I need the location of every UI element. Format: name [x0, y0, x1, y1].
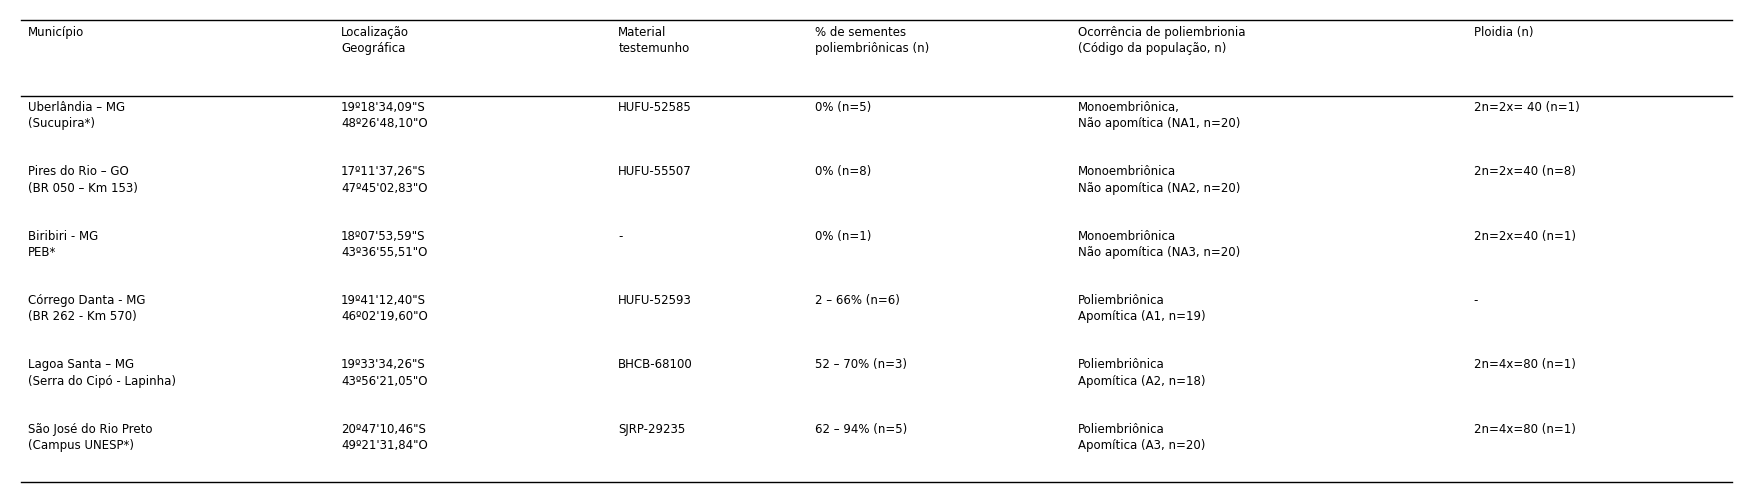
Text: 2n=2x= 40 (n=1): 2n=2x= 40 (n=1) [1474, 101, 1580, 114]
Text: Monoembriônica
Não apomítica (NA3, n=20): Monoembriônica Não apomítica (NA3, n=20) [1078, 230, 1240, 259]
Text: Uberlândia – MG
(Sucupira*): Uberlândia – MG (Sucupira*) [28, 101, 126, 130]
Text: Material
testemunho: Material testemunho [617, 26, 689, 55]
Text: São José do Rio Preto
(Campus UNESP*): São José do Rio Preto (Campus UNESP*) [28, 423, 152, 452]
Text: 2n=4x=80 (n=1): 2n=4x=80 (n=1) [1474, 423, 1575, 436]
Text: 2 – 66% (n=6): 2 – 66% (n=6) [814, 294, 900, 307]
Text: Município: Município [28, 26, 84, 38]
Text: Biribiri - MG
PEB*: Biribiri - MG PEB* [28, 230, 98, 259]
Text: 19º41'12,40"S
46º02'19,60"O: 19º41'12,40"S 46º02'19,60"O [342, 294, 427, 323]
Text: 0% (n=5): 0% (n=5) [814, 101, 872, 114]
Text: Ploidia (n): Ploidia (n) [1474, 26, 1533, 38]
Text: 0% (n=8): 0% (n=8) [814, 165, 872, 178]
Text: SJRP-29235: SJRP-29235 [617, 423, 685, 436]
Text: -: - [1474, 294, 1477, 307]
Text: Localização
Geográfica: Localização Geográfica [342, 26, 410, 55]
Text: -: - [617, 230, 623, 243]
Text: 52 – 70% (n=3): 52 – 70% (n=3) [814, 358, 907, 371]
Text: 2n=2x=40 (n=8): 2n=2x=40 (n=8) [1474, 165, 1575, 178]
Text: 0% (n=1): 0% (n=1) [814, 230, 872, 243]
Text: Lagoa Santa – MG
(Serra do Cipó - Lapinha): Lagoa Santa – MG (Serra do Cipó - Lapinh… [28, 358, 176, 388]
Text: HUFU-52593: HUFU-52593 [617, 294, 692, 307]
Text: BHCB-68100: BHCB-68100 [617, 358, 692, 371]
Text: 62 – 94% (n=5): 62 – 94% (n=5) [814, 423, 907, 436]
Text: 2n=2x=40 (n=1): 2n=2x=40 (n=1) [1474, 230, 1575, 243]
Text: 19º18'34,09"S
48º26'48,10"O: 19º18'34,09"S 48º26'48,10"O [342, 101, 427, 130]
Text: % de sementes
poliembriônicas (n): % de sementes poliembriônicas (n) [814, 26, 930, 55]
Text: 20º47'10,46"S
49º21'31,84"O: 20º47'10,46"S 49º21'31,84"O [342, 423, 427, 452]
Text: 19º33'34,26"S
43º56'21,05"O: 19º33'34,26"S 43º56'21,05"O [342, 358, 427, 388]
Text: HUFU-55507: HUFU-55507 [617, 165, 692, 178]
Text: Poliembriônica
Apomítica (A2, n=18): Poliembriônica Apomítica (A2, n=18) [1078, 358, 1205, 388]
Text: Poliembriônica
Apomítica (A1, n=19): Poliembriônica Apomítica (A1, n=19) [1078, 294, 1207, 323]
Text: Monoembriônica,
Não apomítica (NA1, n=20): Monoembriônica, Não apomítica (NA1, n=20… [1078, 101, 1240, 130]
Text: 17º11'37,26"S
47º45'02,83"O: 17º11'37,26"S 47º45'02,83"O [342, 165, 427, 195]
Text: Monoembriônica
Não apomítica (NA2, n=20): Monoembriônica Não apomítica (NA2, n=20) [1078, 165, 1240, 195]
Text: HUFU-52585: HUFU-52585 [617, 101, 692, 114]
Text: 18º07'53,59"S
43º36'55,51"O: 18º07'53,59"S 43º36'55,51"O [342, 230, 427, 259]
Text: Poliembriônica
Apomítica (A3, n=20): Poliembriônica Apomítica (A3, n=20) [1078, 423, 1205, 452]
Text: Córrego Danta - MG
(BR 262 - Km 570): Córrego Danta - MG (BR 262 - Km 570) [28, 294, 145, 323]
Text: Pires do Rio – GO
(BR 050 – Km 153): Pires do Rio – GO (BR 050 – Km 153) [28, 165, 138, 195]
Text: Ocorrência de poliembrionia
(Código da população, n): Ocorrência de poliembrionia (Código da p… [1078, 26, 1245, 55]
Text: 2n=4x=80 (n=1): 2n=4x=80 (n=1) [1474, 358, 1575, 371]
